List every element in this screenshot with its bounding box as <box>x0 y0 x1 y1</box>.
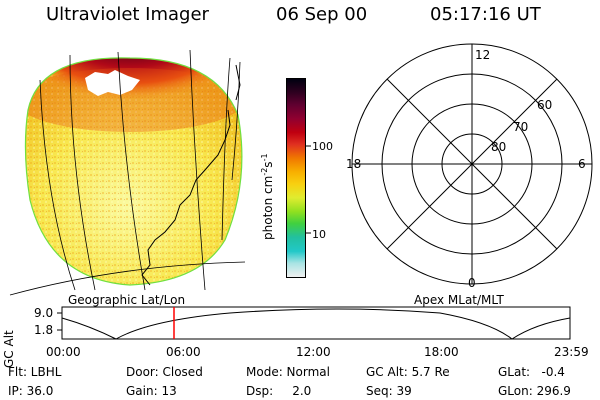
lat-label-60: 60 <box>537 98 553 112</box>
xtick-2359: 23:59 <box>554 345 589 359</box>
time-label: 05:17:16 UT <box>430 4 541 25</box>
xtick-1200: 12:00 <box>296 345 331 359</box>
ytick-1-8: 1.8 <box>34 323 54 337</box>
param-mode: Mode: Normal <box>246 365 330 379</box>
mlt-label-12: 12 <box>475 48 491 62</box>
param-ip: IP: 36.0 <box>8 384 54 398</box>
param-flt: Flt: LBHL <box>8 365 62 379</box>
lat-label-70: 70 <box>513 120 529 134</box>
ytick-9: 9.0 <box>34 306 54 320</box>
xtick-1800: 18:00 <box>424 345 459 359</box>
param-gain: Gain: 13 <box>126 384 177 398</box>
lat-label-80: 80 <box>491 140 507 154</box>
date-label: 06 Sep 00 <box>276 4 368 25</box>
colorbar-tick-10: 10 <box>312 228 326 241</box>
colorbar-ticks <box>306 145 311 234</box>
param-seq: Seq: 39 <box>366 384 412 398</box>
param-gcalt: GC Alt: 5.7 Re <box>366 365 450 379</box>
instrument-title: Ultraviolet Imager <box>46 4 209 25</box>
xtick-0600: 06:00 <box>166 345 201 359</box>
param-door: Door: Closed <box>126 365 203 379</box>
mlt-label-6: 6 <box>578 157 586 171</box>
mlt-label-18: 18 <box>346 157 362 171</box>
timeline-ylabel: GC Alt <box>2 330 16 368</box>
mlt-label-0: 0 <box>468 276 476 290</box>
colorbar-tick-100: 100 <box>312 140 333 153</box>
geographic-label: Geographic Lat/Lon <box>68 293 186 307</box>
xtick-0000: 00:00 <box>46 345 81 359</box>
param-glat: GLat: -0.4 <box>498 365 565 379</box>
param-glon: GLon: 296.9 <box>498 384 571 398</box>
apex-label: Apex MLat/MLT <box>414 293 504 307</box>
colorbar <box>286 78 306 278</box>
altitude-curve <box>61 308 571 340</box>
param-dsp: Dsp: 2.0 <box>246 384 312 398</box>
